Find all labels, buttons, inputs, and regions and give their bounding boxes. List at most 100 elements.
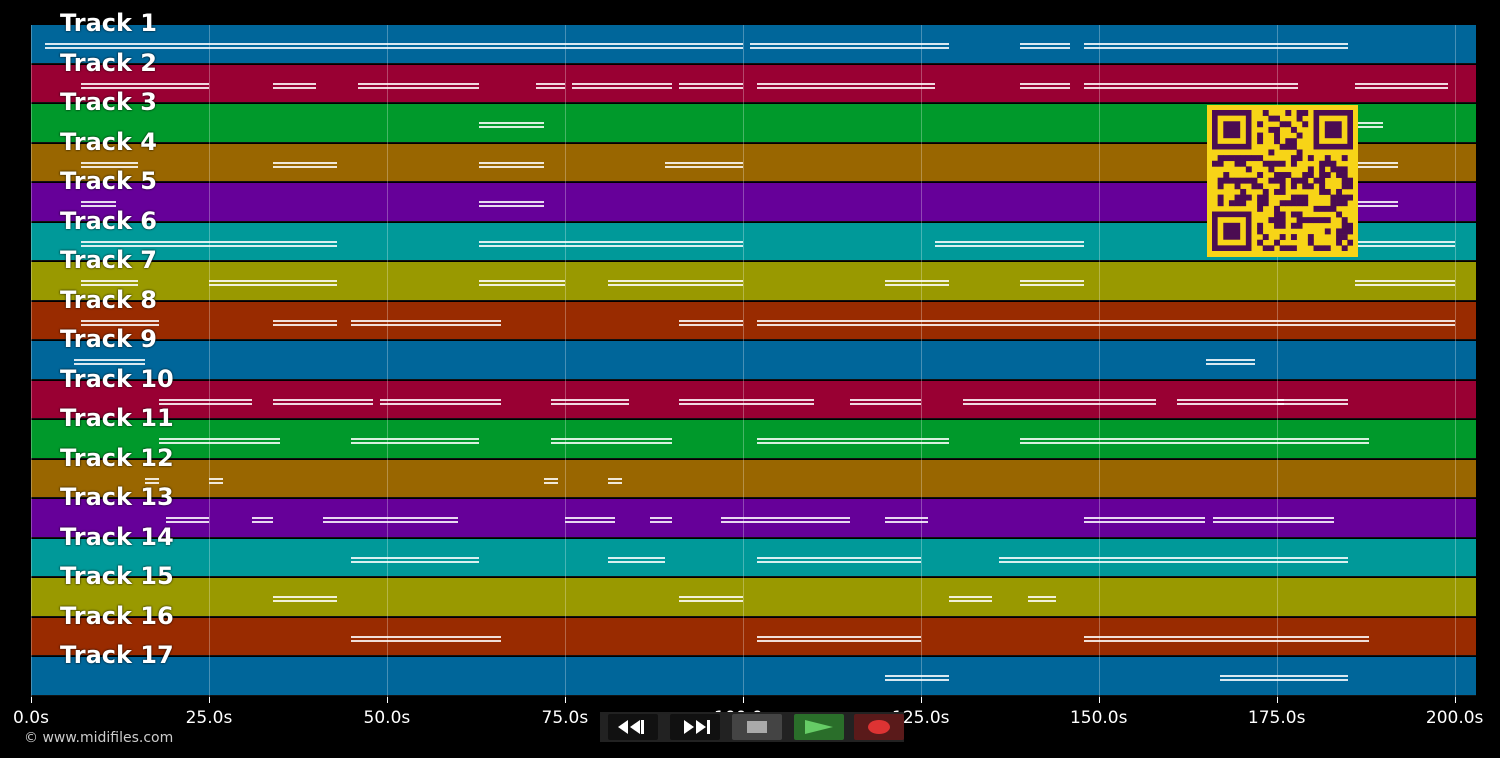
note-bar xyxy=(251,517,273,520)
note-bar xyxy=(749,43,950,45)
track-lane[interactable] xyxy=(31,459,1476,499)
note-bar xyxy=(273,323,338,326)
note-bar xyxy=(543,481,558,484)
note-bar xyxy=(885,280,950,283)
note-bar xyxy=(144,481,160,484)
fast-forward-button[interactable] xyxy=(670,714,720,740)
track-label: Track 4 xyxy=(60,127,158,156)
tick-mark xyxy=(208,697,210,703)
rewind-button[interactable] xyxy=(608,714,658,740)
record-button[interactable] xyxy=(854,714,904,740)
note-bar xyxy=(963,402,1021,405)
note-bar xyxy=(273,165,338,168)
note-bar xyxy=(1027,600,1057,603)
stop-button[interactable] xyxy=(732,714,782,740)
note-bar xyxy=(208,280,338,283)
note-bar xyxy=(885,675,950,678)
note-bar xyxy=(80,86,209,89)
tick-mark xyxy=(386,697,388,703)
tick-label: 75.0s xyxy=(541,708,589,728)
track-label: Track 7 xyxy=(60,246,158,275)
note-bar xyxy=(273,86,316,89)
note-bar xyxy=(664,161,743,164)
note-bar xyxy=(273,600,338,603)
note-bar xyxy=(273,398,373,401)
note-bar xyxy=(208,477,224,480)
note-bar xyxy=(479,240,743,243)
track-label: Track 10 xyxy=(60,364,174,393)
qr-code xyxy=(1207,105,1358,257)
note-bar xyxy=(80,201,117,204)
note-bar xyxy=(757,560,921,563)
note-bar xyxy=(607,481,622,484)
note-bar xyxy=(664,165,743,168)
note-bar xyxy=(1219,679,1348,682)
track-label: Track 14 xyxy=(60,522,174,551)
note-bar xyxy=(479,284,565,287)
note-bar xyxy=(536,86,565,89)
note-bar xyxy=(1212,521,1334,524)
note-bar xyxy=(550,438,672,441)
note-bar xyxy=(1354,165,1398,168)
note-bar xyxy=(999,556,1085,559)
grid-line xyxy=(208,25,210,697)
track-label: Track 17 xyxy=(60,641,174,670)
note-bar xyxy=(678,323,743,326)
note-bar xyxy=(1020,86,1071,89)
note-bar xyxy=(678,319,743,322)
note-bar xyxy=(1020,82,1071,85)
note-bar xyxy=(849,398,921,401)
note-bar xyxy=(885,517,928,520)
track-label: Track 15 xyxy=(60,562,174,591)
note-bar xyxy=(550,442,672,445)
tick-label: 175.0s xyxy=(1247,708,1306,728)
note-bar xyxy=(351,442,480,445)
note-bar xyxy=(1020,442,1170,445)
note-bar xyxy=(1084,639,1370,642)
note-bar xyxy=(1020,280,1085,283)
note-bar xyxy=(1084,43,1348,45)
note-bar xyxy=(1084,560,1348,563)
note-bar xyxy=(351,635,501,638)
note-bar xyxy=(749,47,950,49)
track-lane[interactable] xyxy=(31,301,1476,341)
note-bar xyxy=(351,323,501,326)
note-bar xyxy=(351,438,480,441)
playback-controls xyxy=(600,712,904,742)
note-bar xyxy=(1354,284,1455,287)
note-bar xyxy=(935,240,1085,243)
note-bar xyxy=(1276,398,1348,401)
note-bar xyxy=(1354,244,1455,247)
note-bar xyxy=(721,521,850,524)
note-bar xyxy=(479,161,544,164)
note-bar xyxy=(80,244,338,247)
note-bar xyxy=(1084,82,1299,85)
note-bar xyxy=(379,402,501,405)
grid-line xyxy=(1454,25,1456,697)
grid-line xyxy=(920,25,922,697)
note-bar xyxy=(1020,47,1071,49)
play-button[interactable] xyxy=(794,714,844,740)
tick-mark xyxy=(1098,697,1100,703)
note-bar xyxy=(144,477,160,480)
note-bar xyxy=(1354,240,1455,243)
note-bar xyxy=(536,82,565,85)
track-label: Track 16 xyxy=(60,601,174,630)
note-bar xyxy=(1205,363,1256,366)
note-bar xyxy=(650,517,672,520)
tick-label: 25.0s xyxy=(185,708,233,728)
note-bar xyxy=(564,517,615,520)
note-bar xyxy=(849,402,921,405)
note-bar xyxy=(45,47,352,49)
note-bar xyxy=(479,205,544,208)
track-lane[interactable] xyxy=(31,578,1476,617)
note-bar xyxy=(1205,359,1256,362)
grid-line xyxy=(31,25,32,697)
note-bar xyxy=(358,86,480,89)
note-bar xyxy=(949,600,992,603)
note-bar xyxy=(607,556,665,559)
note-bar xyxy=(1177,402,1284,405)
note-bar xyxy=(80,284,138,287)
record-icon xyxy=(868,720,890,734)
track-lane[interactable] xyxy=(31,341,1476,380)
